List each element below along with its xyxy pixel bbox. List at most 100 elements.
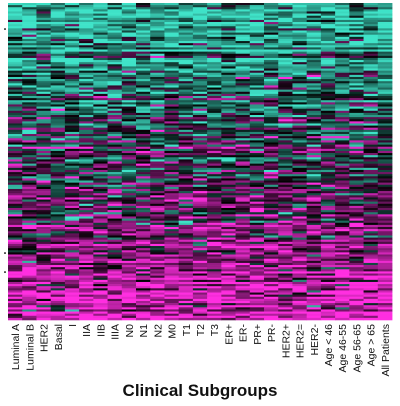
heatmap-cell [22, 273, 37, 276]
heatmap-cell [36, 250, 52, 253]
heatmap-cell [278, 218, 293, 221]
heatmap-cell [50, 220, 66, 224]
heatmap-cell [349, 248, 364, 251]
heatmap-cell [264, 210, 279, 213]
heatmap-cell [178, 296, 194, 300]
heatmap-cell [164, 229, 180, 232]
heatmap-cell [8, 315, 23, 319]
heatmap-cell [264, 66, 279, 69]
heatmap-cell [335, 167, 350, 171]
heatmap-cell [207, 38, 222, 42]
heatmap-cell [79, 216, 94, 219]
heatmap-cell [22, 119, 37, 122]
heatmap-cell [207, 176, 222, 179]
heatmap-cell [377, 17, 393, 21]
heatmap-cell [50, 178, 66, 181]
heatmap-cell [22, 159, 37, 162]
heatmap-cell [292, 277, 308, 281]
heatmap-cell [79, 207, 94, 211]
heatmap-cell [320, 32, 336, 35]
heatmap-cell [93, 315, 108, 319]
heatmap-cell [64, 72, 80, 76]
heatmap-cell [278, 262, 293, 266]
heatmap-cell [121, 125, 137, 128]
heatmap-cell [50, 123, 66, 126]
heatmap-cell [64, 13, 80, 16]
heatmap-cell [107, 110, 123, 114]
heatmap-cell [320, 207, 336, 211]
heatmap-cell [264, 241, 279, 245]
heatmap-cell [64, 294, 80, 298]
heatmap-cell [107, 144, 123, 147]
heatmap-cell [207, 256, 222, 260]
heatmap-cell [207, 24, 222, 27]
heatmap-cell [292, 237, 308, 240]
heatmap-cell [292, 81, 308, 84]
heatmap-cell [178, 131, 194, 135]
heatmap-cell [150, 176, 165, 179]
heatmap-cell [22, 243, 37, 247]
heatmap-cell [178, 24, 194, 27]
heatmap-cell [178, 95, 194, 99]
heatmap-cell [79, 22, 94, 25]
heatmap-cell [107, 216, 123, 219]
heatmap-cell [36, 131, 52, 135]
heatmap-cell [278, 55, 293, 59]
heatmap-cell [335, 66, 350, 69]
heatmap-cell [64, 134, 80, 137]
heatmap-cell [136, 165, 151, 169]
heatmap-cell [79, 231, 94, 234]
heatmap-cell [64, 176, 80, 179]
heatmap-cell [36, 45, 52, 48]
heatmap-cell [93, 49, 108, 52]
heatmap-cell [292, 292, 308, 295]
heatmap-cell [36, 176, 52, 179]
heatmap-cell [349, 195, 364, 198]
heatmap-cell [36, 203, 52, 207]
heatmap-cell [377, 28, 393, 31]
heatmap-cell [178, 55, 194, 59]
heatmap-cell [93, 258, 108, 262]
heatmap-cell [264, 74, 279, 78]
heatmap-cell [136, 62, 151, 65]
heatmap-cell [150, 87, 165, 90]
heatmap-cell [235, 281, 251, 285]
heatmap-cell [93, 57, 108, 61]
heatmap-cell [121, 267, 137, 270]
heatmap-cell [363, 7, 379, 10]
heatmap-cell [93, 53, 108, 57]
heatmap-cell [64, 68, 80, 71]
heatmap-cell [306, 89, 322, 93]
heatmap-cell [235, 265, 251, 268]
heatmap-cell [93, 3, 108, 6]
heatmap-cell [349, 131, 364, 135]
heatmap-cell [64, 203, 80, 207]
heatmap-cell [164, 307, 180, 310]
heatmap-cell [136, 72, 151, 76]
heatmap-cell [349, 169, 364, 173]
heatmap-cell [320, 41, 336, 44]
heatmap-cell [36, 172, 52, 175]
heatmap-cell [192, 279, 208, 283]
heatmap-cell [79, 243, 94, 247]
heatmap-cell [79, 57, 94, 61]
heatmap-cell [178, 195, 194, 198]
heatmap-cell [278, 292, 293, 295]
heatmap-cell [306, 9, 322, 12]
heatmap-cell [320, 180, 336, 183]
heatmap-cell [136, 17, 151, 21]
heatmap-cell [306, 15, 322, 19]
heatmap-cell [164, 313, 180, 317]
heatmap-cell [306, 157, 322, 160]
heatmap-cell [235, 296, 251, 300]
heatmap-cell [136, 248, 151, 251]
heatmap-cell [178, 169, 194, 173]
heatmap-cell [8, 22, 23, 25]
heatmap-cell [150, 269, 165, 272]
heatmap-cell [178, 227, 194, 230]
heatmap-cell [335, 184, 350, 188]
heatmap-cell [363, 229, 379, 232]
heatmap-cell [292, 254, 308, 257]
heatmap-cell [363, 305, 379, 308]
heatmap-cell [335, 218, 350, 221]
